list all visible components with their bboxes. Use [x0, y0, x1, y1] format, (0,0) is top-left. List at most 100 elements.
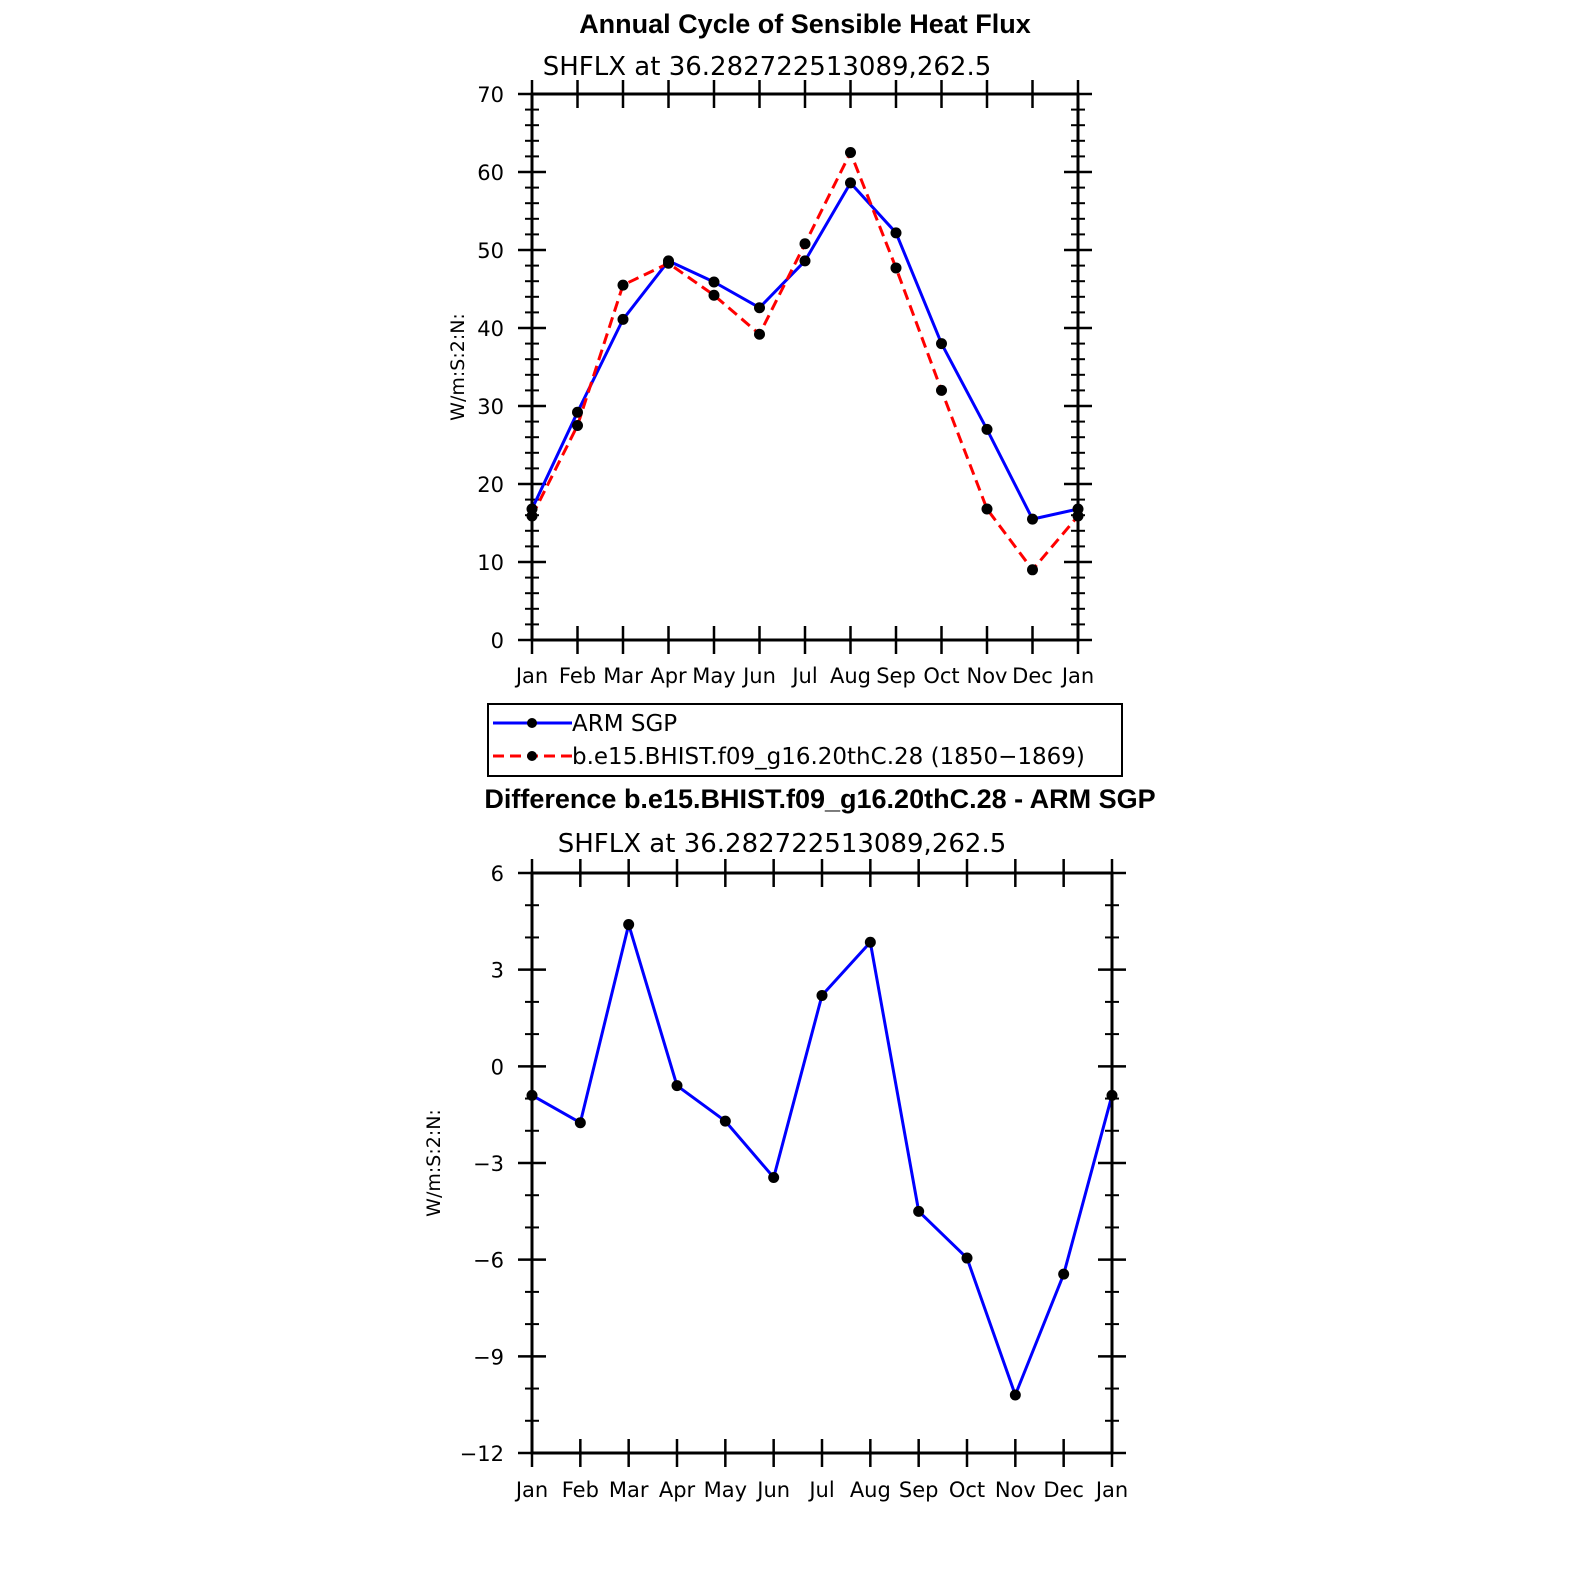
- x-tick-label: Jan: [1094, 1478, 1128, 1502]
- x-tick-label: Jan: [514, 1478, 548, 1502]
- chart-title: Annual Cycle of Sensible Heat Flux: [579, 9, 1031, 39]
- chart-title: Difference b.e15.BHIST.f09_g16.20thC.28 …: [484, 784, 1155, 814]
- data-point-1: [708, 289, 720, 301]
- data-point-0: [845, 177, 856, 189]
- data-point-1: [754, 328, 765, 340]
- data-point-0: [719, 1115, 731, 1127]
- y-tick-label: −9: [473, 1345, 504, 1369]
- y-tick-label: 10: [477, 551, 504, 575]
- x-tick-label: Nov: [967, 664, 1008, 688]
- annual-cycle-panel: Annual Cycle of Sensible Heat Flux SHFLX…: [447, 9, 1123, 777]
- chart-subtitle: SHFLX at 36.282722513089,262.5: [558, 829, 1007, 859]
- y-tick-label: 50: [477, 239, 504, 263]
- x-tick-label: Jan: [1060, 664, 1094, 688]
- data-point-0: [671, 1080, 683, 1092]
- series-layer: [526, 919, 1118, 1401]
- data-point-1: [799, 238, 811, 250]
- y-tick-label: 3: [491, 959, 504, 983]
- x-tick-label: Sep: [899, 1478, 939, 1502]
- legend: ARM SGP b.e15.BHIST.f09_g16.20thC.28 (18…: [487, 703, 1123, 777]
- x-tick-label: Oct: [949, 1478, 985, 1502]
- x-tick-label: Oct: [923, 664, 959, 688]
- data-point-0: [708, 276, 720, 288]
- y-tick-label: −12: [460, 1442, 504, 1466]
- data-point-0: [936, 338, 947, 350]
- y-tick-label: 70: [477, 83, 504, 107]
- series-layer: [526, 147, 1084, 576]
- x-tick-label: Jan: [514, 664, 548, 688]
- y-tick-label: −6: [473, 1249, 504, 1273]
- legend-label: ARM SGP: [572, 711, 677, 737]
- x-tick-label: Jun: [741, 664, 776, 688]
- x-tick-label: Aug: [830, 664, 871, 688]
- data-point-1: [936, 384, 947, 396]
- data-point-0: [1058, 1268, 1070, 1280]
- x-tick-label: Feb: [559, 664, 596, 688]
- legend-marker: [527, 718, 537, 728]
- x-tick-label: Apr: [650, 664, 687, 688]
- data-point-0: [913, 1205, 925, 1217]
- data-point-0: [1009, 1389, 1021, 1401]
- data-point-1: [1027, 564, 1038, 576]
- y-tick-label: 0: [491, 1055, 504, 1079]
- x-tick-label: Mar: [609, 1478, 649, 1502]
- series-line-1: [530, 151, 1080, 572]
- y-tick-labels: 0 10 20 30 40 50 60 70: [477, 83, 504, 653]
- data-point-0: [864, 936, 876, 948]
- y-axis-label: W/m:S:2:N:: [423, 1109, 445, 1217]
- data-point-0: [816, 989, 828, 1001]
- x-tick-label: Jun: [755, 1478, 790, 1502]
- series-line-0: [530, 181, 1079, 521]
- data-point-1: [617, 279, 629, 291]
- legend-entry-arm-sgp: ARM SGP: [493, 711, 677, 737]
- data-point-1: [572, 420, 583, 431]
- data-point-0: [890, 227, 902, 239]
- y-axis-label: W/m:S:2:N:: [447, 313, 469, 421]
- x-tick-label: Dec: [1012, 664, 1053, 688]
- axis-ticks: [518, 80, 1092, 654]
- data-point-0: [768, 1172, 780, 1183]
- data-point-0: [572, 406, 583, 418]
- x-tick-label: Jul: [807, 1478, 834, 1502]
- chart-subtitle: SHFLX at 36.282722513089,262.5: [543, 52, 992, 82]
- x-tick-label: Dec: [1043, 1478, 1084, 1502]
- x-tick-label: Feb: [562, 1478, 599, 1502]
- data-point-0: [754, 302, 765, 314]
- y-tick-label: 30: [477, 395, 504, 419]
- y-tick-label: 6: [491, 862, 504, 886]
- x-tick-label: Nov: [995, 1478, 1036, 1502]
- legend-box: [487, 703, 1123, 777]
- data-point-0: [1027, 513, 1038, 525]
- y-tick-label: 20: [477, 473, 504, 497]
- x-tick-label: Sep: [876, 664, 916, 688]
- y-tick-label: 0: [491, 629, 504, 653]
- legend-marker: [527, 751, 537, 761]
- data-point-0: [799, 255, 811, 267]
- y-tick-labels: −12 −9 −6 −3 0 3 6: [460, 862, 504, 1466]
- legend-label: b.e15.BHIST.f09_g16.20thC.28 (1850−1869): [572, 744, 1085, 770]
- y-tick-label: 60: [477, 161, 504, 185]
- difference-panel: Difference b.e15.BHIST.f09_g16.20thC.28 …: [423, 784, 1156, 1502]
- x-tick-label: Jul: [790, 664, 817, 688]
- plot-frame: [530, 92, 1080, 642]
- legend-entry-model: b.e15.BHIST.f09_g16.20thC.28 (1850−1869): [493, 744, 1085, 770]
- data-point-1: [890, 262, 902, 274]
- data-point-0: [961, 1252, 973, 1264]
- x-tick-labels: Jan Feb Mar Apr May Jun Jul Aug Sep Oct Nov Dec Jan: [514, 664, 1094, 688]
- data-point-0: [981, 423, 993, 435]
- data-point-0: [574, 1117, 586, 1129]
- data-point-0: [617, 313, 629, 325]
- data-point-1: [981, 503, 993, 515]
- axis-ticks: [518, 859, 1126, 1467]
- y-tick-label: −3: [473, 1152, 504, 1176]
- data-point-0: [623, 919, 635, 931]
- data-point-1: [663, 257, 674, 269]
- x-tick-label: Aug: [850, 1478, 891, 1502]
- plot-frame: [530, 871, 1114, 1455]
- x-tick-label: Mar: [603, 664, 643, 688]
- y-tick-label: 40: [477, 317, 504, 341]
- x-tick-labels: Jan Feb Mar Apr May Jun Jul Aug Sep Oct Nov Dec Jan: [514, 1478, 1128, 1502]
- x-tick-label: Apr: [659, 1478, 696, 1502]
- x-tick-label: May: [692, 664, 735, 688]
